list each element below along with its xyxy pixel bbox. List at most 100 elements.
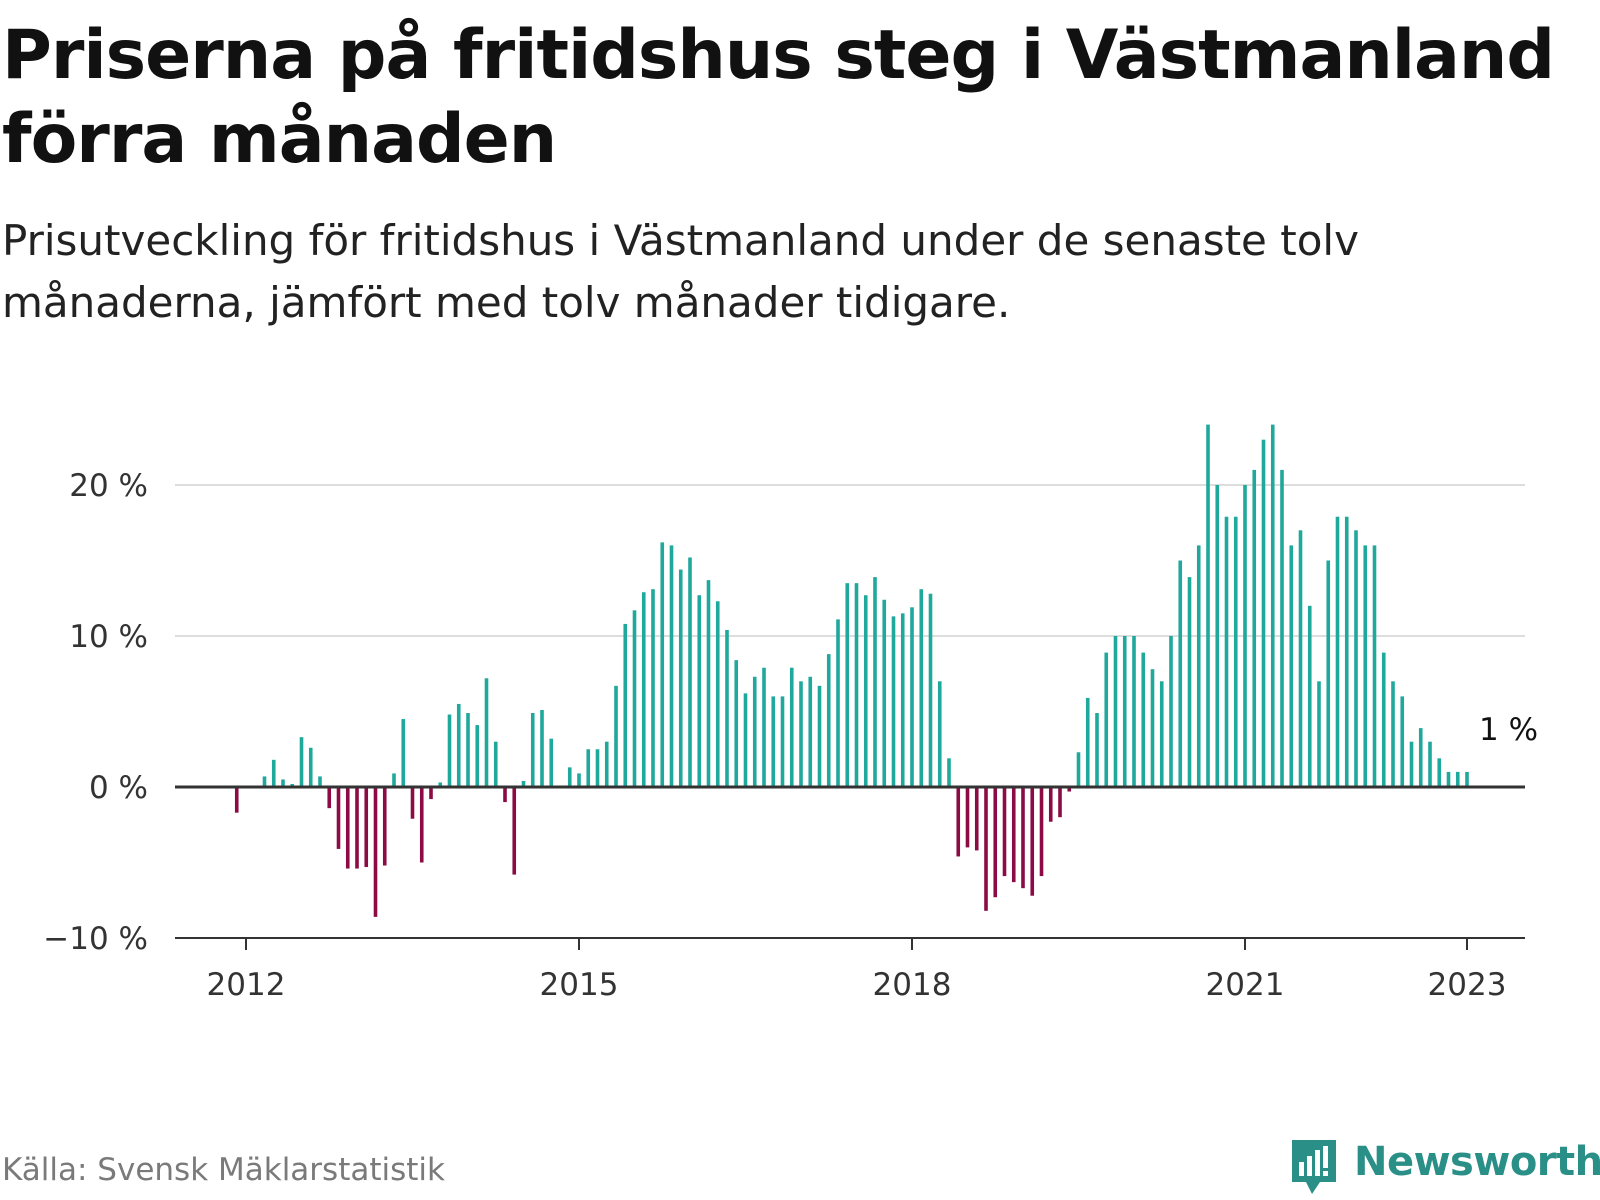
bar [706, 580, 711, 787]
bar [882, 599, 887, 787]
bar [697, 595, 702, 787]
bar [1344, 516, 1349, 787]
bar [540, 709, 544, 787]
bar [604, 741, 609, 787]
bar [1169, 636, 1173, 787]
x-tick-label: 2021 [1206, 967, 1285, 1003]
bar [1270, 424, 1275, 787]
bar [456, 703, 461, 787]
bar [466, 713, 470, 787]
bar [1113, 636, 1118, 787]
bar [789, 667, 794, 787]
bar [1048, 787, 1053, 822]
bar [1132, 636, 1136, 787]
bar [891, 616, 896, 787]
bar [1455, 771, 1460, 787]
bar-chart: 20 % 10 % 0 % −10 % 2012 2015 2018 2021 2023 1 % [43, 424, 1538, 1003]
bars [234, 424, 1469, 917]
x-tick-label: 2012 [207, 967, 286, 1003]
bar [854, 583, 859, 787]
y-tick-label: 10 % [69, 619, 148, 655]
bar [993, 787, 998, 898]
bar [345, 787, 350, 869]
bar [734, 660, 739, 787]
bar [1196, 545, 1201, 787]
bar [641, 592, 646, 787]
bar [1141, 652, 1146, 787]
bar [984, 787, 988, 911]
bar [669, 545, 674, 787]
bar [1104, 652, 1109, 787]
bar [373, 787, 378, 917]
bar [262, 776, 267, 787]
bar [290, 783, 295, 787]
bar [577, 773, 581, 787]
bar [1326, 560, 1331, 787]
bar [336, 787, 341, 849]
bar [299, 737, 304, 787]
bar [521, 780, 526, 787]
bar [1363, 545, 1368, 787]
bar [900, 613, 905, 787]
bar [799, 681, 803, 787]
bar [327, 787, 332, 809]
bar [364, 787, 369, 868]
bar [1030, 787, 1035, 896]
bar [401, 719, 406, 787]
bar [475, 725, 480, 787]
bar [549, 738, 554, 787]
bar [863, 595, 868, 787]
bar [1243, 485, 1247, 787]
bar [1298, 530, 1303, 787]
bar [438, 782, 443, 787]
bar [318, 776, 322, 787]
bar [484, 678, 489, 787]
bar [651, 589, 655, 787]
bar [1095, 713, 1099, 787]
bar [678, 569, 683, 787]
bar [910, 607, 914, 787]
bar [1150, 669, 1155, 787]
bar [1206, 424, 1210, 787]
bar [512, 787, 517, 875]
bar [530, 713, 535, 787]
bar [928, 593, 933, 787]
brand-name: Newsworthy [1354, 1139, 1600, 1185]
bar [743, 693, 748, 787]
bar [586, 749, 591, 787]
bar [1261, 439, 1266, 787]
bar [845, 583, 850, 787]
bar [1122, 636, 1127, 787]
bar [1252, 469, 1257, 787]
bar [1039, 787, 1044, 877]
brand-logo: Newsworthy [1290, 1138, 1600, 1198]
bar [308, 747, 313, 787]
y-tick-label: −10 % [43, 921, 148, 957]
bar [1076, 752, 1081, 787]
bar [595, 749, 600, 787]
x-tick-label: 2023 [1428, 967, 1507, 1003]
bar [808, 676, 813, 787]
bar [1085, 697, 1090, 787]
tick-labels: 20 % 10 % 0 % −10 % 2012 2015 2018 2021 2023 1 % [43, 468, 1538, 1003]
bar [1428, 741, 1432, 787]
bar [410, 787, 415, 819]
bar [937, 681, 942, 787]
source-note: Källa: Svensk Mäklarstatistik [2, 1152, 445, 1188]
bar [1002, 787, 1007, 877]
bar [382, 787, 387, 866]
bar [355, 787, 359, 869]
bar [1187, 577, 1192, 787]
bar [614, 685, 618, 787]
bar [281, 779, 285, 787]
bar [1178, 560, 1183, 787]
last-value-annotation: 1 % [1479, 712, 1538, 748]
bar [752, 676, 757, 787]
bar [965, 787, 970, 848]
bar [1289, 545, 1294, 787]
bar [1418, 728, 1423, 787]
bar [1465, 771, 1469, 787]
bar [1307, 605, 1312, 787]
page-title: Priserna på fritidshus steg i Västmanlan… [2, 16, 1555, 179]
bar [826, 654, 831, 787]
